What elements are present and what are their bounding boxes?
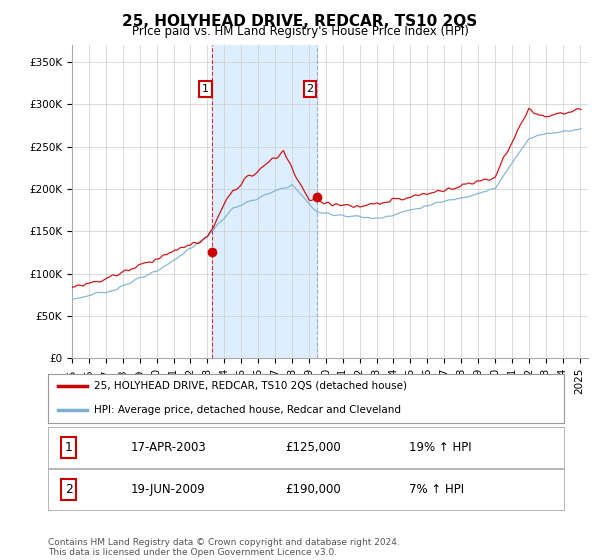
- Text: 7% ↑ HPI: 7% ↑ HPI: [409, 483, 464, 496]
- Text: 1: 1: [202, 84, 209, 94]
- Text: 2: 2: [307, 84, 313, 94]
- Text: 1: 1: [65, 441, 73, 454]
- Text: Contains HM Land Registry data © Crown copyright and database right 2024.
This d: Contains HM Land Registry data © Crown c…: [48, 538, 400, 557]
- Bar: [212, 45, 317, 358]
- Text: 2: 2: [65, 483, 73, 496]
- Text: £125,000: £125,000: [286, 441, 341, 454]
- Text: 19% ↑ HPI: 19% ↑ HPI: [409, 441, 472, 454]
- Text: 25, HOLYHEAD DRIVE, REDCAR, TS10 2QS: 25, HOLYHEAD DRIVE, REDCAR, TS10 2QS: [122, 14, 478, 29]
- Text: Price paid vs. HM Land Registry's House Price Index (HPI): Price paid vs. HM Land Registry's House …: [131, 25, 469, 38]
- Text: 25, HOLYHEAD DRIVE, REDCAR, TS10 2QS (detached house): 25, HOLYHEAD DRIVE, REDCAR, TS10 2QS (de…: [94, 381, 407, 391]
- Text: HPI: Average price, detached house, Redcar and Cleveland: HPI: Average price, detached house, Redc…: [94, 405, 401, 416]
- Text: 17-APR-2003: 17-APR-2003: [131, 441, 206, 454]
- Text: 19-JUN-2009: 19-JUN-2009: [131, 483, 205, 496]
- Text: £190,000: £190,000: [286, 483, 341, 496]
